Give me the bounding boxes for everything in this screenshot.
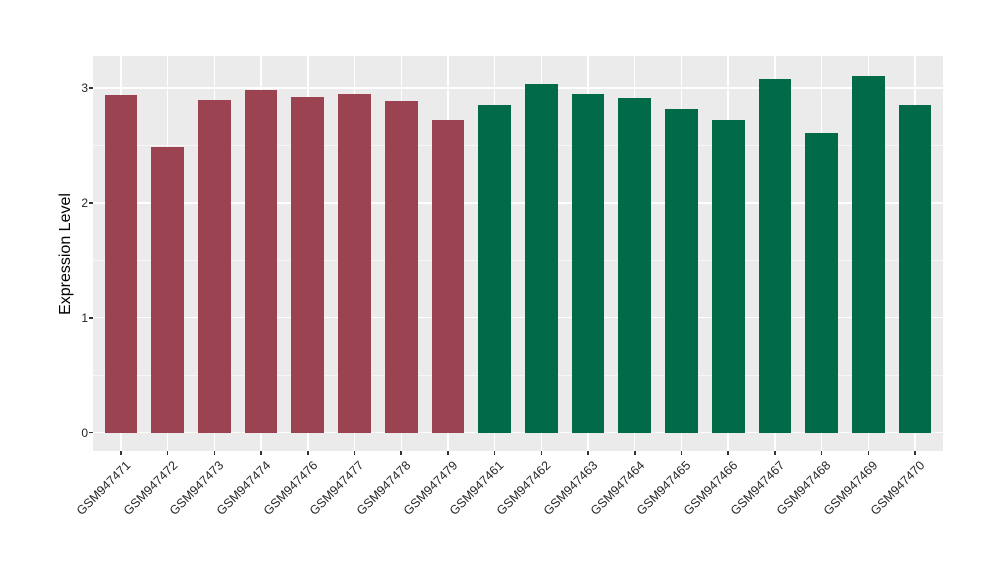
x-tick-mark <box>400 451 402 455</box>
plot-panel <box>93 56 943 451</box>
bar <box>665 108 698 433</box>
gridline-major <box>93 202 943 204</box>
bar <box>338 93 371 433</box>
x-tick-mark <box>867 451 870 455</box>
y-tick-label: 2 <box>81 195 88 210</box>
x-tick-mark <box>540 451 543 455</box>
y-tick-mark <box>89 87 93 89</box>
x-tick-mark <box>634 451 636 455</box>
bar <box>898 105 932 433</box>
x-tick-mark <box>587 451 589 455</box>
bar <box>571 93 605 433</box>
gridline-minor <box>93 259 943 261</box>
x-tick-mark <box>447 451 449 455</box>
y-tick-mark <box>89 317 93 319</box>
y-axis-title: Expression Level <box>57 193 74 315</box>
gridline-major <box>93 317 943 319</box>
x-tick-mark <box>774 451 776 455</box>
bar <box>431 120 465 433</box>
bar <box>711 120 745 433</box>
x-tick-mark <box>493 451 496 455</box>
y-tick-label: 3 <box>81 81 88 96</box>
bar <box>244 90 278 433</box>
bar <box>758 78 792 433</box>
gridline-minor <box>93 374 943 376</box>
x-tick-mark <box>727 451 729 455</box>
x-tick-mark <box>914 451 916 455</box>
x-tick-mark <box>680 451 683 455</box>
y-tick-mark <box>89 202 93 204</box>
gridline-major <box>93 431 943 434</box>
bar <box>851 75 885 433</box>
bar <box>805 132 838 433</box>
x-tick-mark <box>213 451 216 455</box>
x-tick-mark <box>260 451 262 455</box>
x-tick-mark <box>120 451 122 455</box>
y-tick-label: 0 <box>81 425 88 440</box>
gridline-major <box>93 87 943 89</box>
bar <box>618 98 652 433</box>
x-tick-mark <box>166 451 169 455</box>
bar <box>291 97 325 433</box>
bar <box>104 95 138 433</box>
bar <box>525 83 558 433</box>
bar <box>151 146 185 433</box>
bar <box>478 105 511 433</box>
x-tick-mark <box>307 451 309 455</box>
x-tick-mark <box>353 451 356 455</box>
bar <box>198 99 231 433</box>
y-tick-label: 1 <box>81 310 88 325</box>
gridline-minor <box>93 145 943 147</box>
bar <box>384 100 418 433</box>
x-tick-mark <box>820 451 823 455</box>
y-tick-mark <box>89 431 93 434</box>
